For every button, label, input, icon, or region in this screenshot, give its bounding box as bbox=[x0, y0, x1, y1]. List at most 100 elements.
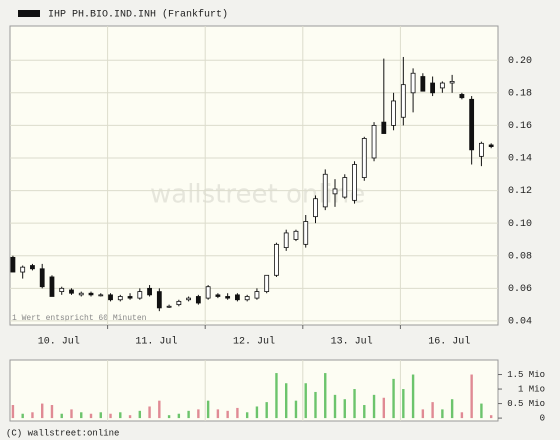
legend-label: IHP PH.BIO.IND.INH (Frankfurt) bbox=[48, 9, 228, 21]
volume-bar bbox=[402, 389, 405, 419]
candle-body bbox=[108, 294, 113, 301]
volume-bar bbox=[128, 415, 132, 419]
candle-body bbox=[49, 276, 55, 297]
candle-body bbox=[88, 292, 94, 296]
candle-body bbox=[137, 291, 143, 299]
candle-body bbox=[59, 287, 65, 292]
volume-bar bbox=[21, 413, 24, 419]
note: 1 Wert entspricht 60 Minuten bbox=[12, 314, 147, 323]
legend-swatch bbox=[18, 10, 40, 17]
candle-body bbox=[352, 164, 357, 201]
volume-bar bbox=[353, 389, 356, 419]
volume-bar bbox=[460, 412, 464, 419]
volume-bar bbox=[431, 402, 434, 419]
candle-body bbox=[78, 292, 84, 296]
volume-bar bbox=[450, 399, 454, 419]
volume-bar bbox=[206, 400, 210, 419]
candle-body bbox=[205, 286, 211, 299]
y-tick-label: 0.16 bbox=[508, 121, 532, 132]
volume-bar bbox=[70, 409, 73, 419]
y-tick-label: 0.14 bbox=[508, 154, 532, 165]
y-tick-label: 0.12 bbox=[508, 186, 532, 197]
footer: (C) wallstreet:online bbox=[6, 428, 119, 438]
candle-body bbox=[410, 72, 416, 94]
candle-body bbox=[449, 81, 455, 84]
volume-bar bbox=[99, 412, 102, 419]
candle-body bbox=[430, 82, 436, 94]
x-tick-label: 10. Jul bbox=[38, 336, 80, 348]
candle-body bbox=[400, 84, 406, 118]
plot-area bbox=[9, 25, 499, 326]
volume-bar bbox=[382, 397, 386, 419]
candle-body bbox=[274, 243, 279, 276]
candle-body bbox=[30, 265, 35, 270]
volume-bar bbox=[255, 406, 259, 419]
candle-body bbox=[98, 294, 104, 297]
candle-body bbox=[127, 296, 133, 299]
volume-bar bbox=[314, 391, 317, 419]
volume-bar bbox=[441, 409, 444, 419]
volume-bar bbox=[265, 402, 268, 419]
volume-bar bbox=[421, 409, 425, 419]
candle-body bbox=[215, 294, 221, 297]
volume-bar bbox=[60, 413, 63, 419]
candle-body bbox=[391, 100, 396, 126]
y2-tick-label: 0.5 Mio bbox=[507, 399, 545, 409]
candle-body bbox=[479, 142, 484, 157]
volume-bar bbox=[480, 403, 483, 419]
candle-body bbox=[254, 291, 260, 299]
y-tick-label: 0.06 bbox=[508, 284, 532, 295]
candle-body bbox=[303, 221, 309, 245]
candle-body bbox=[244, 296, 250, 301]
volume-bar bbox=[177, 413, 181, 419]
candle-body bbox=[176, 300, 182, 306]
volume-bar bbox=[285, 383, 288, 419]
volume-bar bbox=[363, 405, 366, 419]
candle-body bbox=[361, 138, 367, 178]
volume-bar bbox=[41, 403, 44, 419]
candle-body bbox=[166, 305, 172, 308]
candle-body bbox=[420, 76, 426, 92]
candle-body bbox=[488, 144, 494, 147]
candle-body bbox=[39, 268, 45, 288]
y-tick-label: 0.18 bbox=[508, 88, 532, 99]
volume-bar bbox=[411, 374, 415, 419]
volume-bar bbox=[80, 412, 83, 419]
candle-body bbox=[459, 94, 465, 99]
candle-body bbox=[293, 230, 299, 240]
candle-body bbox=[332, 188, 338, 195]
volume-bar bbox=[275, 373, 278, 419]
candle-body bbox=[186, 297, 192, 301]
y-tick-label: 0.08 bbox=[508, 251, 532, 262]
candle-body bbox=[313, 198, 318, 218]
candle-body bbox=[381, 121, 387, 134]
volume-bar bbox=[187, 410, 190, 419]
candle-body bbox=[235, 294, 240, 301]
volume-bar bbox=[31, 412, 34, 419]
candle-body bbox=[147, 287, 152, 296]
candle-body bbox=[371, 124, 377, 159]
volume-bar bbox=[304, 383, 307, 419]
watermark: wallstreet online bbox=[150, 180, 365, 210]
volume-bar bbox=[138, 410, 142, 419]
volume-bar bbox=[245, 412, 249, 419]
candle-body bbox=[10, 256, 16, 273]
volume-bar bbox=[158, 400, 161, 419]
volume-bar bbox=[216, 409, 220, 419]
volume-bar bbox=[294, 400, 298, 419]
volume-bar bbox=[109, 413, 112, 419]
y2-tick-label: 1.5 Mio bbox=[507, 370, 545, 380]
y-tick-label: 0.20 bbox=[508, 56, 532, 67]
candle-body bbox=[264, 274, 270, 292]
y2-tick-label: 0 bbox=[540, 413, 545, 423]
candle-body bbox=[342, 177, 348, 198]
candle-body bbox=[20, 266, 26, 273]
volume-bar bbox=[119, 412, 122, 419]
candle-body bbox=[195, 296, 201, 304]
volume-bar bbox=[372, 394, 376, 419]
volume-bar bbox=[392, 378, 395, 419]
candle-body bbox=[69, 289, 74, 294]
volume-bar bbox=[148, 406, 151, 419]
candle-body bbox=[225, 296, 231, 299]
y-tick-label: 0.04 bbox=[508, 317, 532, 328]
